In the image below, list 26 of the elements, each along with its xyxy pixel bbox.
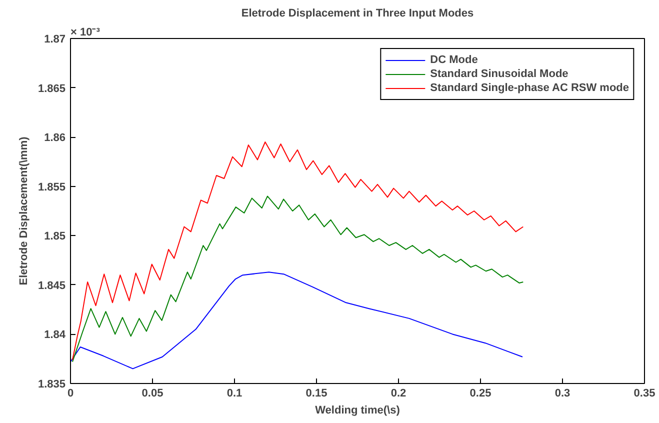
y-axis-title: Eletrode Displacement(\mm) <box>18 136 30 286</box>
y-tick-label: 1.865 <box>38 82 66 95</box>
x-tick-label: 0.3 <box>554 388 570 400</box>
x-tick-label: 0.15 <box>306 388 328 400</box>
y-tick-label: 1.84 <box>44 329 66 342</box>
y-tick-label: 1.835 <box>38 378 66 390</box>
line-series <box>70 272 523 370</box>
y-tick-label: 1.87 <box>44 34 66 46</box>
legend-label: DC Mode <box>430 53 478 67</box>
x-tick-label: 0.35 <box>634 388 656 400</box>
x-tick-label: 0 <box>67 388 74 400</box>
annotation: × 10⁻³ <box>70 26 100 38</box>
legend-label: Standard Single-phase AC RSW mode <box>430 81 629 95</box>
x-tick-label: 0.05 <box>142 388 164 400</box>
y-tick-label: 1.855 <box>38 181 66 194</box>
line-series <box>72 196 524 362</box>
y-tick-label: 1.845 <box>38 280 66 292</box>
x-tick-label: 0.1 <box>226 388 242 400</box>
y-tick-label: 1.85 <box>44 230 66 243</box>
chart-title: Eletrode Displacement in Three Input Modes <box>241 8 474 20</box>
x-tick-label: 0.2 <box>390 388 406 400</box>
x-axis-title: Welding time(\s) <box>315 404 400 416</box>
y-tick-label: 1.86 <box>44 132 66 144</box>
x-tick-label: 0.25 <box>470 388 492 400</box>
line-series <box>72 142 524 360</box>
legend-label: Standard Sinusoidal Mode <box>430 67 568 81</box>
